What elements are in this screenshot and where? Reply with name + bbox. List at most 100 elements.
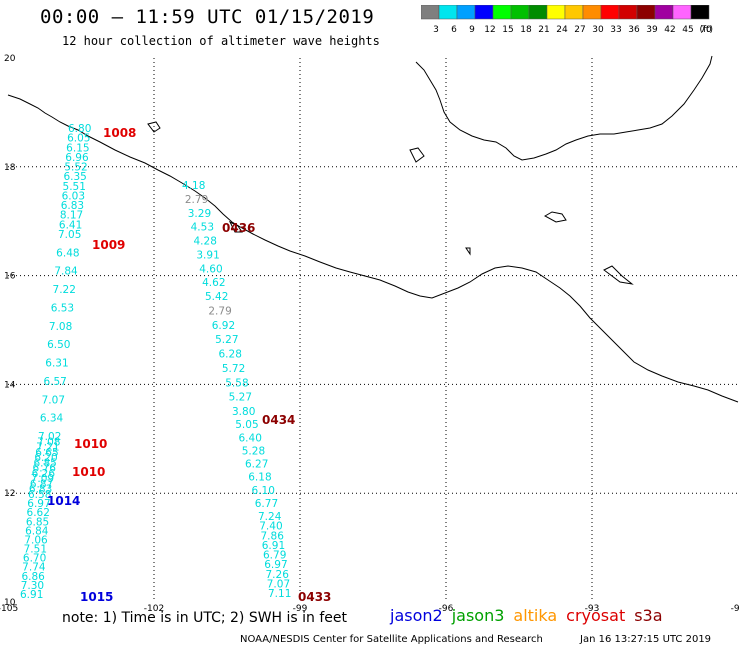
swh-value: 6.34 (40, 413, 64, 425)
lon-tick-label: -96 (439, 604, 454, 614)
swh-value: 7.22 (53, 284, 76, 296)
swh-value: 6.10 (252, 485, 275, 497)
footnote: note: 1) Time is in UTC; 2) SWH is in fe… (62, 610, 348, 626)
swh-value: 6.41 (59, 219, 82, 231)
swh-value: 6.85 (26, 516, 49, 528)
swh-value: 5.58 (225, 377, 248, 389)
swh-value: 7.08 (37, 436, 60, 448)
colorbar-label: 36 (628, 25, 640, 35)
pass-time-label: 0436 (222, 221, 255, 235)
swh-value: 3.91 (196, 249, 219, 261)
colorbar-label: 3 (433, 25, 439, 35)
swh-value: 6.48 (56, 247, 79, 259)
swh-value: 7.06 (24, 534, 48, 546)
swh-value: 6.53 (51, 302, 74, 314)
colorbar-label: 39 (646, 25, 658, 35)
gulf-of-mexico-coastline (415, 55, 713, 161)
lon-tick-label: -90 (731, 604, 740, 614)
swh-value: 6.84 (25, 525, 49, 537)
colorbar-label: 30 (592, 25, 604, 35)
swh-value: 6.26 (32, 468, 56, 480)
swh-value: 5.52 (64, 162, 87, 174)
island-c (603, 265, 634, 285)
lat-tick-label: 10 (4, 598, 16, 608)
island-d (228, 220, 243, 233)
legend-cryosat: cryosat (566, 606, 626, 625)
swh-value: 6.70 (23, 553, 46, 565)
swh-value: 6.35 (63, 171, 86, 183)
colorbar-label: 18 (520, 25, 532, 35)
swh-value: 7.30 (21, 580, 44, 592)
pass-time-labels: 1008 1009 1010 1010 1014 1015 0436 0434 0433 (47, 126, 331, 604)
lat-tick-label: 14 (4, 380, 16, 390)
colorbar-label: 21 (538, 25, 549, 35)
swh-value: 7.86 (261, 530, 285, 542)
swh-value: 6.79 (263, 550, 286, 562)
swh-value: 5.27 (215, 334, 238, 346)
swh-value: 4.18 (182, 180, 205, 192)
island-b (543, 211, 567, 223)
swh-value: 6.18 (248, 472, 271, 484)
legend-jason2: jason2 (390, 606, 443, 625)
colorbar-label: 45 (682, 25, 693, 35)
swh-value: 6.86 (21, 571, 45, 583)
swh-value: 6.57 (43, 376, 66, 388)
swh-value: 7.51 (24, 544, 47, 556)
swh-value: 6.40 (239, 432, 262, 444)
swh-value: 7.40 (259, 521, 282, 533)
swh-value: 7.74 (22, 562, 46, 574)
pass-time-label: 1010 (74, 437, 107, 451)
swh-value: 5.28 (242, 445, 265, 457)
map-subtitle: 12 hour collection of altimeter wave hei… (62, 34, 380, 48)
lat-tick-labels: 20 18 16 14 12 10 (4, 54, 16, 608)
swh-value: 6.50 (47, 339, 70, 351)
swh-value: 7.84 (54, 266, 78, 278)
pass-time-label: 1010 (72, 465, 105, 479)
swh-value: 7.24 (258, 511, 282, 523)
swh-value: 2.79 (208, 305, 231, 317)
swh-value: 6.85 (33, 457, 56, 469)
lat-tick-label: 12 (4, 489, 15, 499)
mexico-pacific-coastline (7, 94, 739, 403)
island-a (409, 147, 425, 163)
swh-value: 7.11 (268, 588, 291, 600)
swh-value: 6.15 (66, 142, 89, 154)
graticule (8, 58, 738, 602)
swh-value: 5.72 (222, 363, 245, 375)
swh-value: 4.53 (191, 222, 214, 234)
swh-value: 6.76 (33, 463, 57, 475)
swh-value: 6.80 (68, 123, 91, 135)
legend-altika: altika (513, 606, 558, 625)
pass-time-label: 0434 (262, 413, 295, 427)
pass-time-label: 1015 (80, 590, 113, 604)
swh-value: 7.07 (267, 578, 290, 590)
pass-time-label: 1014 (47, 494, 80, 508)
swh-value: 6.83 (61, 200, 84, 212)
swh-value: 6.91 (20, 589, 43, 601)
colorbar-label: 6 (451, 25, 457, 35)
island-e (465, 247, 471, 256)
credit-line: NOAA/NESDIS Center for Satellite Applica… (240, 634, 543, 645)
swh-value: 6.77 (255, 498, 278, 510)
swh-value: 6.97 (264, 559, 287, 571)
lon-tick-label: -99 (293, 604, 308, 614)
swh-value: 6.31 (45, 358, 68, 370)
swh-value: 6.97 (27, 498, 50, 510)
swh-value: 6.27 (245, 459, 268, 471)
swh-value: 5.05 (235, 419, 258, 431)
swh-value: 6.03 (62, 190, 85, 202)
legend-jason3: jason3 (451, 606, 505, 625)
swh-value: 7.05 (58, 229, 81, 241)
colorbar-swatch (690, 5, 710, 20)
swh-value: 7.07 (42, 394, 65, 406)
swh-value: 6.58 (28, 489, 51, 501)
lon-tick-label: -93 (585, 604, 600, 614)
swh-value: 6.28 (219, 349, 242, 361)
lat-tick-label: 16 (4, 272, 16, 282)
lake-chapala (147, 121, 161, 133)
satellite-legend: jason2 jason3 altika cryosat s3a (390, 606, 672, 625)
swh-value: 5.27 (229, 392, 252, 404)
swh-value: 6.96 (65, 152, 89, 164)
swh-value: 3.29 (188, 208, 211, 220)
